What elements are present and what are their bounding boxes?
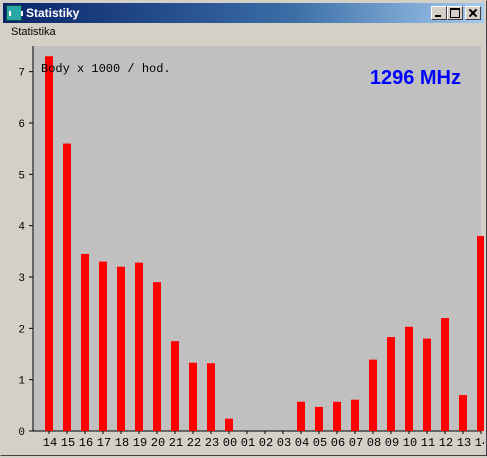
x-tick-label: 23 xyxy=(205,436,219,450)
x-tick-label: 19 xyxy=(133,436,147,450)
x-tick-label: 06 xyxy=(331,436,345,450)
bar-14-24[interactable] xyxy=(477,235,485,431)
x-tick-label: 05 xyxy=(313,436,327,450)
bar-17-3[interactable] xyxy=(99,261,107,431)
x-tick-label: 14 xyxy=(43,436,57,450)
chart-area: 0 1 2 3 4 5 6 7 14 15 16 17 18 19 20 21 22 23 00 01 02 03 04 05… xyxy=(3,42,487,453)
bar-09-19[interactable] xyxy=(387,337,395,431)
bar-20-6[interactable] xyxy=(153,282,161,431)
chart-subtitle-frequency: 1296 MHz xyxy=(370,67,461,89)
y-tick-label: 2 xyxy=(18,324,25,336)
x-tick-label: 00 xyxy=(223,436,237,450)
bar-06-16[interactable] xyxy=(333,401,341,431)
bar-12-22[interactable] xyxy=(441,318,449,431)
bar-16-2[interactable] xyxy=(81,253,89,431)
bar-15-1[interactable] xyxy=(63,143,71,431)
x-tick-label: 14 xyxy=(475,436,484,450)
bar-11-21[interactable] xyxy=(423,338,431,431)
x-tick-label: 21 xyxy=(169,436,183,450)
x-tick-label: 11 xyxy=(421,436,435,450)
bar-23-9[interactable] xyxy=(207,363,215,431)
x-tick-label: 20 xyxy=(151,436,165,450)
y-tick-label: 3 xyxy=(18,273,25,285)
maximize-button[interactable] xyxy=(447,6,463,20)
y-tick-label: 0 xyxy=(18,427,25,439)
x-tick-label: 18 xyxy=(115,436,129,450)
bar-07-17[interactable] xyxy=(351,399,359,431)
x-tick-label: 10 xyxy=(403,436,417,450)
bar-08-18[interactable] xyxy=(369,359,377,431)
bar-13-23[interactable] xyxy=(459,395,467,431)
menu-item-statistika[interactable]: Statistika xyxy=(11,26,56,38)
y-tick-label: 7 xyxy=(18,68,25,80)
bar-10-20[interactable] xyxy=(405,326,413,431)
x-tick-label: 09 xyxy=(385,436,399,450)
bar-22-8[interactable] xyxy=(189,362,197,431)
x-tick-label: 08 xyxy=(367,436,381,450)
title-bar[interactable]: Statistiky xyxy=(3,3,484,23)
bar-14-0[interactable] xyxy=(45,56,53,432)
bar-21-7[interactable] xyxy=(171,341,179,431)
x-tick-label: 03 xyxy=(277,436,291,450)
bar-00-10[interactable] xyxy=(225,418,233,431)
x-tick-label: 12 xyxy=(439,436,453,450)
bar-19-5[interactable] xyxy=(135,262,143,431)
x-tick-label: 04 xyxy=(295,436,309,450)
x-tick-label: 22 xyxy=(187,436,201,450)
y-tick-label: 1 xyxy=(18,376,25,388)
x-tick-label: 15 xyxy=(61,436,75,450)
x-tick-label: 13 xyxy=(457,436,471,450)
close-button[interactable] xyxy=(465,6,481,20)
chart-title: Body x 1000 / hod. xyxy=(41,62,171,76)
y-tick-label: 6 xyxy=(18,119,25,131)
x-tick-label: 16 xyxy=(79,436,93,450)
y-tick-label: 5 xyxy=(18,170,25,182)
bar-04-14[interactable] xyxy=(297,401,305,431)
x-tick-label: 17 xyxy=(97,436,111,450)
bar-05-15[interactable] xyxy=(315,406,323,431)
bar-18-4[interactable] xyxy=(117,266,125,431)
x-tick-label: 01 xyxy=(241,436,255,450)
y-tick-label: 4 xyxy=(18,222,25,234)
x-tick-label: 02 xyxy=(259,436,273,450)
window-title: Statistiky xyxy=(26,6,80,20)
minimize-button[interactable] xyxy=(431,6,447,20)
x-tick-label: 07 xyxy=(349,436,363,450)
menu-bar: Statistika xyxy=(3,24,484,42)
stats-app-icon[interactable] xyxy=(6,5,23,21)
